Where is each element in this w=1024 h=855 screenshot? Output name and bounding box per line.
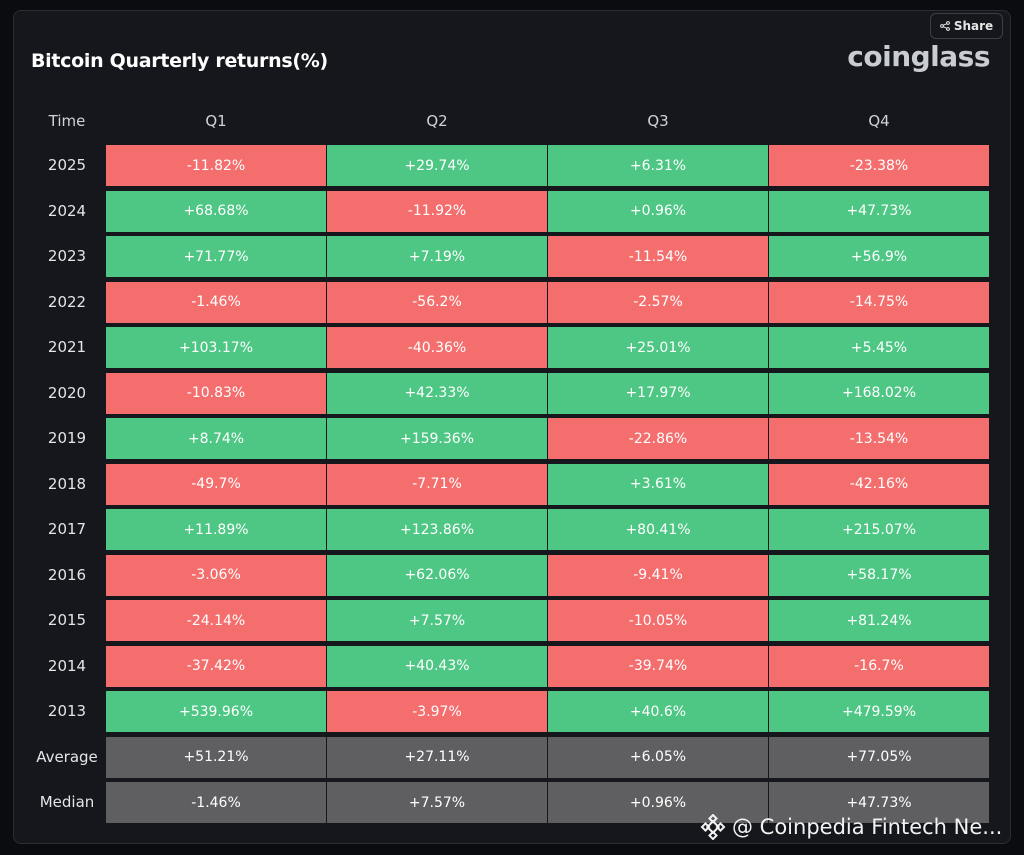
cell-2014-q4: -16.7% [769, 645, 989, 687]
cell-2015-q4: +81.24% [769, 600, 989, 641]
row-label-2014: 2014 [47, 656, 87, 675]
row-label-2013: 2013 [47, 702, 87, 720]
cell-2020-q2: +42.33% [327, 372, 547, 414]
cell-2017-q4: +215.07% [769, 509, 989, 550]
coinglass-logo: coinglass [847, 40, 990, 73]
cell-2017-q1: +11.89% [106, 509, 326, 550]
cell-2016-q1: -3.06% [106, 554, 326, 596]
cell-2023-q4: +56.9% [769, 236, 989, 277]
row-label-2024: 2024 [47, 201, 87, 220]
row-label-2020: 2020 [47, 383, 87, 402]
cell-2023-q1: +71.77% [106, 236, 326, 277]
cell-median-q4: +47.73% [769, 782, 989, 823]
cell-2019-q2: +159.36% [327, 418, 547, 459]
cell-2022-q1: -1.46% [106, 281, 326, 323]
cell-2022-q4: -14.75% [769, 281, 989, 323]
cell-median-q3: +0.96% [548, 782, 768, 823]
cell-average-q1: +51.21% [106, 736, 326, 778]
cell-2020-q4: +168.02% [769, 372, 989, 414]
row-label-2016: 2016 [47, 565, 87, 584]
row-label-2017: 2017 [47, 520, 87, 538]
column-header-time: Time [48, 112, 86, 130]
cell-2019-q1: +8.74% [106, 418, 326, 459]
column-header-q3: Q3 [647, 112, 669, 130]
cell-2015-q3: -10.05% [548, 600, 768, 641]
cell-2025-q1: -11.82% [106, 145, 326, 186]
cell-2014-q2: +40.43% [327, 645, 547, 687]
cell-average-q4: +77.05% [769, 736, 989, 778]
cell-2023-q2: +7.19% [327, 236, 547, 277]
cell-2024-q1: +68.68% [106, 190, 326, 232]
row-label-2018: 2018 [47, 474, 87, 493]
cell-2013-q1: +539.96% [106, 691, 326, 732]
cell-2018-q2: -7.71% [327, 463, 547, 505]
row-label-2015: 2015 [47, 611, 87, 629]
share-label: Share [953, 19, 994, 33]
cell-2016-q3: -9.41% [548, 554, 768, 596]
cell-average-q3: +6.05% [548, 736, 768, 778]
cell-2020-q1: -10.83% [106, 372, 326, 414]
cell-2015-q2: +7.57% [327, 600, 547, 641]
chart-title: Bitcoin Quarterly returns(%) [31, 50, 328, 72]
column-header-q2: Q2 [426, 112, 448, 130]
cell-2013-q2: -3.97% [327, 691, 547, 732]
cell-2024-q4: +47.73% [769, 190, 989, 232]
cell-2017-q3: +80.41% [548, 509, 768, 550]
cell-2018-q4: -42.16% [769, 463, 989, 505]
cell-median-q1: -1.46% [106, 782, 326, 823]
cell-average-q2: +27.11% [327, 736, 547, 778]
cell-median-q2: +7.57% [327, 782, 547, 823]
cell-2021-q4: +5.45% [769, 327, 989, 368]
row-label-2025: 2025 [47, 156, 87, 174]
cell-2024-q2: -11.92% [327, 190, 547, 232]
cell-2019-q4: -13.54% [769, 418, 989, 459]
cell-2022-q3: -2.57% [548, 281, 768, 323]
cell-2023-q3: -11.54% [548, 236, 768, 277]
column-header-q1: Q1 [205, 112, 227, 130]
share-icon [939, 21, 950, 31]
cell-2017-q2: +123.86% [327, 509, 547, 550]
cell-2015-q1: -24.14% [106, 600, 326, 641]
cell-2016-q2: +62.06% [327, 554, 547, 596]
row-label-2022: 2022 [47, 292, 87, 311]
cell-2018-q3: +3.61% [548, 463, 768, 505]
cell-2024-q3: +0.96% [548, 190, 768, 232]
cell-2016-q4: +58.17% [769, 554, 989, 596]
cell-2019-q3: -22.86% [548, 418, 768, 459]
column-header-q4: Q4 [868, 112, 890, 130]
cell-2025-q3: +6.31% [548, 145, 768, 186]
cell-2021-q3: +25.01% [548, 327, 768, 368]
row-label-average: Average [36, 747, 98, 766]
row-label-2019: 2019 [47, 429, 87, 447]
cell-2021-q2: -40.36% [327, 327, 547, 368]
cell-2014-q3: -39.74% [548, 645, 768, 687]
cell-2022-q2: -56.2% [327, 281, 547, 323]
row-label-median: Median [39, 793, 95, 811]
cell-2025-q4: -23.38% [769, 145, 989, 186]
binance-diamond-icon [700, 814, 726, 840]
row-label-2021: 2021 [47, 338, 87, 356]
cell-2013-q3: +40.6% [548, 691, 768, 732]
cell-2025-q2: +29.74% [327, 145, 547, 186]
cell-2020-q3: +17.97% [548, 372, 768, 414]
cell-2013-q4: +479.59% [769, 691, 989, 732]
cell-2021-q1: +103.17% [106, 327, 326, 368]
share-button[interactable]: Share [930, 13, 1003, 39]
watermark-text: @ Coinpedia Fintech Ne... [732, 815, 1003, 839]
row-label-2023: 2023 [47, 247, 87, 265]
cell-2014-q1: -37.42% [106, 645, 326, 687]
watermark: @ Coinpedia Fintech Ne... [700, 814, 1002, 840]
cell-2018-q1: -49.7% [106, 463, 326, 505]
